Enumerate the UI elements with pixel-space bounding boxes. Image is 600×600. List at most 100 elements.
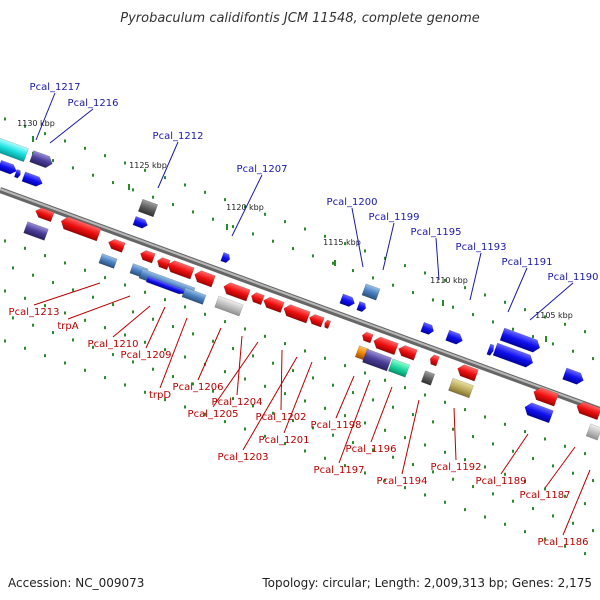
grid-dot bbox=[344, 464, 346, 468]
grid-dot bbox=[332, 383, 334, 387]
grid-dot bbox=[592, 529, 594, 533]
gene-label-bottom: Pcal_1206 bbox=[173, 382, 224, 393]
grid-dot bbox=[84, 368, 86, 372]
grid-dot bbox=[64, 361, 66, 365]
grid-dot bbox=[364, 249, 366, 253]
label-leader-line bbox=[231, 174, 263, 237]
grid-dot bbox=[112, 181, 114, 185]
grid-dot bbox=[24, 346, 26, 350]
gene-arrow bbox=[145, 275, 186, 295]
grid-dot bbox=[384, 378, 386, 382]
gene-arrow bbox=[309, 314, 325, 328]
grid-dot bbox=[144, 168, 146, 172]
grid-dot bbox=[112, 303, 114, 307]
gene-arrow bbox=[356, 301, 367, 313]
gene-arrow bbox=[251, 292, 265, 306]
grid-dot bbox=[392, 283, 394, 287]
grid-dot bbox=[324, 356, 326, 360]
grid-dot bbox=[444, 400, 446, 404]
gene-arrow bbox=[361, 283, 381, 301]
grid-dot bbox=[84, 146, 86, 150]
grid-dot bbox=[144, 290, 146, 294]
grid-dot bbox=[192, 332, 194, 336]
grid-dot bbox=[104, 154, 106, 158]
grid-dot bbox=[544, 437, 546, 441]
gene-arrow bbox=[0, 137, 29, 163]
gene-label-top: Pcal_1195 bbox=[411, 227, 462, 238]
gene-arrow bbox=[562, 367, 584, 385]
grid-dot bbox=[504, 522, 506, 526]
grid-dot bbox=[212, 339, 214, 343]
grid-dot bbox=[544, 537, 546, 541]
grid-dot bbox=[384, 478, 386, 482]
grid-dot bbox=[184, 183, 186, 187]
grid-dot bbox=[284, 392, 286, 396]
grid-dot bbox=[284, 220, 286, 224]
grid-dot bbox=[592, 357, 594, 361]
scale-tick-mark bbox=[32, 136, 34, 142]
scale-tick-mark bbox=[128, 184, 130, 190]
grid-dot bbox=[572, 349, 574, 353]
grid-dot bbox=[52, 159, 54, 163]
grid-dot bbox=[312, 376, 314, 380]
grid-dot bbox=[404, 264, 406, 268]
gene-arrow bbox=[420, 370, 436, 386]
gene-label-bottom: trpD bbox=[149, 390, 171, 401]
grid-dot bbox=[104, 326, 106, 330]
grid-dot bbox=[252, 404, 254, 408]
label-leader-line bbox=[112, 305, 151, 338]
grid-dot bbox=[344, 364, 346, 368]
label-leader-line bbox=[469, 252, 482, 301]
gene-label-bottom: Pcal_1198 bbox=[311, 420, 362, 431]
grid-dot bbox=[584, 502, 586, 506]
grid-dot bbox=[224, 370, 226, 374]
grid-dot bbox=[32, 273, 34, 277]
label-leader-line bbox=[67, 295, 131, 320]
grid-dot bbox=[132, 188, 134, 192]
grid-dot bbox=[272, 239, 274, 243]
grid-dot bbox=[304, 227, 306, 231]
grid-dot bbox=[504, 422, 506, 426]
grid-dot bbox=[172, 375, 174, 379]
grid-dot bbox=[24, 246, 26, 250]
gene-arrow bbox=[29, 150, 53, 168]
gene-arrow bbox=[429, 354, 440, 367]
grid-dot bbox=[364, 471, 366, 475]
gene-label-top: Pcal_1190 bbox=[548, 272, 599, 283]
gene-arrow bbox=[137, 198, 159, 218]
gene-arrow bbox=[13, 169, 21, 179]
grid-dot bbox=[272, 361, 274, 365]
scale-tick-label: 1125 kbp bbox=[129, 161, 167, 170]
grid-dot bbox=[12, 266, 14, 270]
gene-label-bottom: Pcal_1210 bbox=[88, 339, 139, 350]
gene-arrow bbox=[214, 295, 244, 317]
grid-dot bbox=[324, 406, 326, 410]
grid-dot bbox=[444, 450, 446, 454]
grid-dot bbox=[52, 331, 54, 335]
grid-dot bbox=[564, 322, 566, 326]
grid-dot bbox=[32, 323, 34, 327]
grid-dot bbox=[312, 254, 314, 258]
label-leader-line bbox=[435, 237, 440, 281]
gene-arrow bbox=[35, 207, 55, 223]
grid-dot bbox=[264, 384, 266, 388]
gene-arrow bbox=[263, 296, 285, 313]
grid-dot bbox=[64, 311, 66, 315]
label-leader-line bbox=[157, 141, 179, 189]
gene-arrow bbox=[373, 336, 399, 356]
gene-label-top: Pcal_1212 bbox=[153, 131, 204, 142]
grid-dot bbox=[44, 254, 46, 258]
grid-dot bbox=[144, 390, 146, 394]
label-leader-line bbox=[35, 92, 56, 141]
gene-label-top: Pcal_1200 bbox=[327, 197, 378, 208]
grid-dot bbox=[384, 428, 386, 432]
grid-dot bbox=[524, 530, 526, 534]
grid-dot bbox=[484, 465, 486, 469]
bottom-labels: Pcal_1213trpAPcal_1210Pcal_1209trpDPcal_… bbox=[9, 282, 591, 548]
grid-dot bbox=[24, 124, 26, 128]
label-leader-line bbox=[236, 335, 243, 396]
grid-dot bbox=[44, 304, 46, 308]
grid-dot bbox=[424, 443, 426, 447]
gene-label-top: Pcal_1191 bbox=[502, 257, 553, 268]
